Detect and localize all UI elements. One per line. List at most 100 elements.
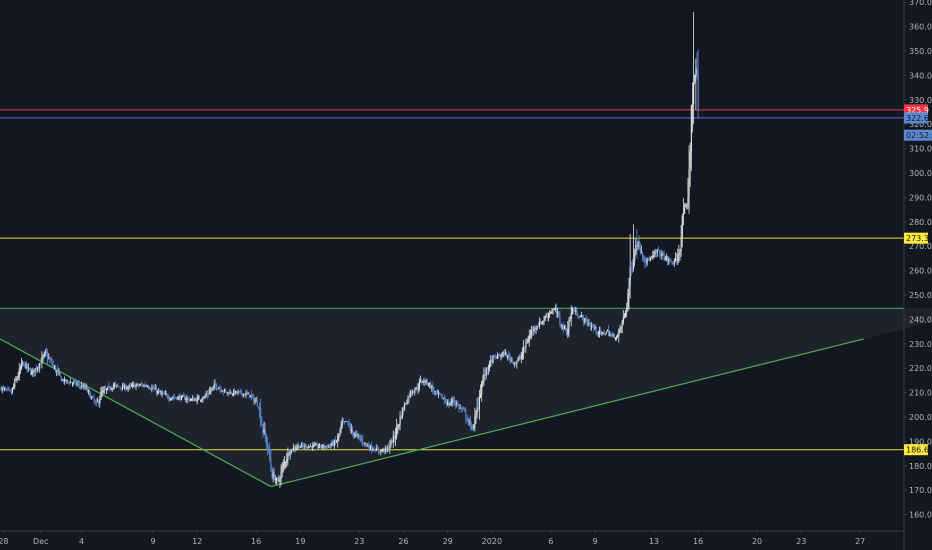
candle — [230, 391, 232, 395]
red-price-badge[interactable]: 325.9 — [904, 104, 929, 116]
candle — [425, 379, 427, 385]
lower-yellow-badge[interactable]: 186.6 — [904, 444, 929, 456]
candle-body — [599, 330, 601, 334]
candle-body — [495, 356, 497, 359]
candle — [464, 407, 466, 412]
candle — [55, 364, 57, 374]
candle-body — [306, 447, 308, 449]
candle — [679, 249, 681, 261]
candle-body — [101, 391, 103, 394]
candle — [551, 308, 553, 314]
candle — [113, 382, 116, 390]
candle — [268, 444, 270, 454]
candle-body — [443, 397, 445, 401]
candle-body — [616, 336, 618, 339]
candle — [120, 388, 122, 392]
candle — [646, 257, 648, 266]
candle — [94, 399, 96, 406]
candle — [366, 442, 368, 448]
candle-body — [362, 438, 364, 443]
countdown-badge[interactable]: 02:52:32 — [904, 129, 932, 141]
candle — [169, 396, 171, 402]
candle — [0, 385, 2, 392]
current-price-badge[interactable]: 322.6 — [904, 112, 929, 124]
upper-yellow-badge[interactable]: 273.3 — [904, 232, 929, 244]
candle-body — [424, 380, 426, 383]
candle-body — [388, 447, 390, 450]
candle — [390, 438, 392, 448]
candle-body — [25, 364, 27, 369]
candle — [622, 310, 624, 325]
candle — [153, 384, 155, 392]
candle — [51, 357, 53, 368]
candle-body — [610, 333, 612, 335]
candle-body — [553, 309, 555, 311]
candle-body — [342, 421, 344, 423]
candle-body — [243, 393, 245, 396]
candle — [30, 367, 32, 376]
candle — [164, 390, 167, 396]
candle — [13, 383, 15, 390]
candle — [465, 407, 467, 424]
candle — [160, 390, 162, 396]
candle-body — [28, 367, 31, 370]
candle — [463, 406, 465, 410]
candle — [652, 250, 654, 260]
candle-body — [36, 367, 38, 370]
candle-body — [585, 318, 587, 321]
candle-body — [142, 384, 144, 386]
candle-body — [523, 346, 525, 354]
candle-body — [197, 397, 199, 398]
candle — [236, 390, 238, 395]
candle — [92, 395, 94, 398]
candle — [304, 443, 306, 450]
candle-body — [119, 386, 121, 388]
candle-body — [145, 385, 147, 387]
candle — [227, 392, 229, 396]
candle — [475, 409, 477, 424]
candle-body — [680, 236, 682, 251]
candle-body — [181, 395, 184, 397]
candle-body — [575, 310, 577, 313]
candle-body — [456, 403, 458, 405]
candle-body — [203, 396, 205, 399]
candle — [501, 352, 503, 359]
candle — [329, 443, 331, 449]
candle — [142, 382, 144, 389]
candle — [637, 241, 639, 251]
ascending-trendline[interactable] — [270, 338, 864, 488]
candle — [650, 256, 652, 262]
candle — [579, 315, 581, 318]
candle — [109, 385, 111, 392]
candle — [186, 394, 188, 404]
candle-body — [531, 330, 533, 335]
candle-body — [644, 258, 646, 262]
candle — [543, 316, 545, 326]
candle-body — [24, 363, 26, 369]
x-tick-label: 4 — [79, 537, 84, 546]
candle — [6, 388, 8, 391]
candle — [521, 347, 524, 360]
candle-body — [511, 359, 513, 361]
candle-body — [694, 74, 696, 83]
candle — [334, 436, 337, 446]
candle-body — [163, 392, 165, 395]
candle-body — [40, 362, 42, 364]
candle-body — [308, 446, 310, 448]
candle-body — [259, 407, 261, 409]
candle — [351, 425, 354, 437]
candle-body — [95, 401, 97, 403]
descending-trendline[interactable] — [0, 338, 272, 488]
candle-body — [686, 205, 688, 206]
candle — [639, 242, 641, 256]
candle — [118, 386, 120, 388]
candle-body — [651, 257, 653, 258]
candle-body — [398, 424, 400, 427]
candle — [91, 395, 93, 400]
candle — [509, 352, 511, 365]
candle-body — [662, 252, 664, 254]
candle — [133, 381, 135, 388]
candle-body — [218, 388, 220, 390]
